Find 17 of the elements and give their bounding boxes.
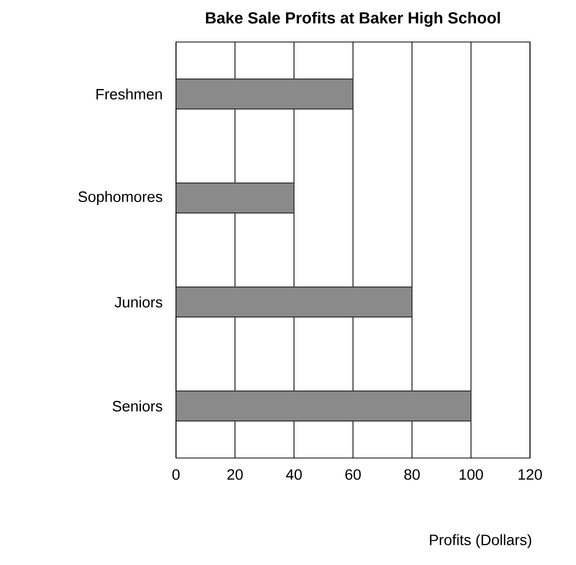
y-tick-label: Freshmen xyxy=(96,88,162,100)
x-tick-label: 20 xyxy=(227,469,243,480)
x-tick-label: 60 xyxy=(345,469,361,480)
x-tick-label: 100 xyxy=(460,469,483,480)
x-tick-label: 120 xyxy=(518,469,542,480)
chart-title: Bake Sale Profits at Baker High School xyxy=(206,12,500,27)
x-tick-label: 0 xyxy=(172,469,180,480)
bar xyxy=(176,390,472,422)
y-tick-label: Seniors xyxy=(112,400,162,412)
y-tick-label: Sophomores xyxy=(78,191,162,205)
x-tick-label: 80 xyxy=(404,469,420,480)
bar xyxy=(176,78,354,110)
y-tick-label: Juniors xyxy=(114,296,162,308)
x-tick-label: 40 xyxy=(286,469,302,480)
bar xyxy=(176,286,412,318)
bar xyxy=(176,182,294,214)
x-axis-title: Profits (Dollars) xyxy=(430,534,532,548)
